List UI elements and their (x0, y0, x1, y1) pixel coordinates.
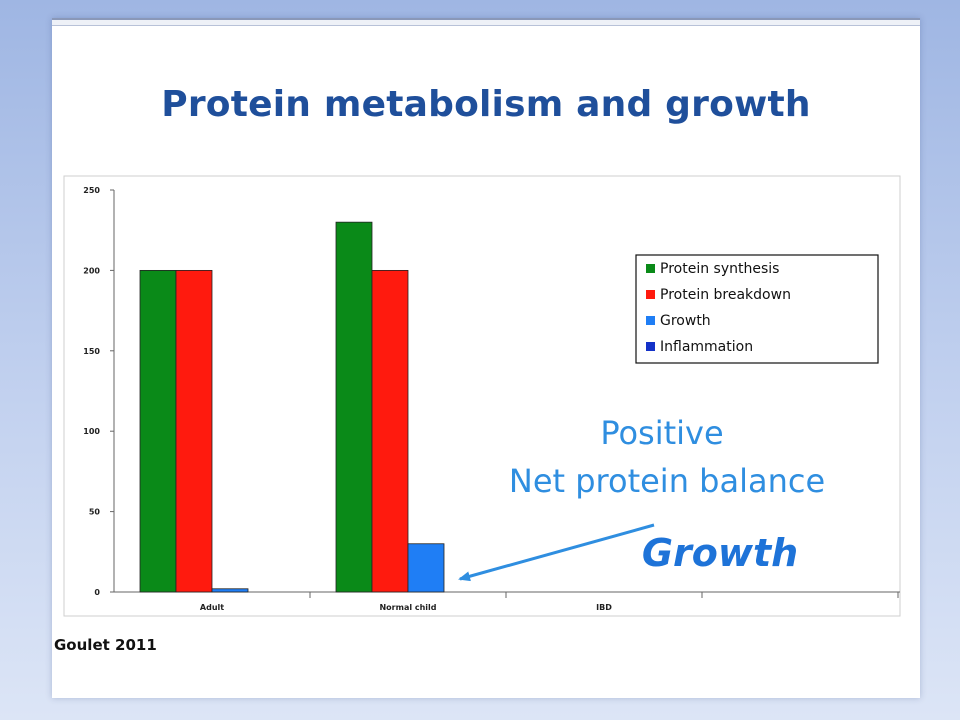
annotation-net-protein-balance: Net protein balance (509, 462, 825, 500)
x-category-label: Adult (200, 603, 224, 612)
legend-swatch (646, 316, 655, 325)
legend-label: Inflammation (660, 339, 753, 355)
legend-label: Protein breakdown (660, 287, 791, 303)
bar-protein-synthesis-normal-child (335, 221, 373, 593)
axes: 0 50 100 150 200 250 Adult Normal child IBD (83, 186, 900, 612)
y-tick-label: 50 (89, 508, 101, 517)
bars (139, 221, 445, 593)
legend-label: Growth (660, 313, 711, 329)
x-category-label: Normal child (379, 603, 436, 612)
annotation-positive: Positive (600, 414, 723, 452)
slide-title: Protein metabolism and growth (161, 84, 811, 125)
legend-box (635, 254, 879, 364)
annotation: Positive Net protein balance Growth (458, 414, 825, 582)
legend-swatch (646, 264, 655, 273)
annotation-arrow (458, 523, 655, 582)
x-category-label: IBD (596, 603, 612, 612)
y-tick-label: 150 (83, 347, 100, 356)
slide: Protein metabolism and growth 0 50 100 150 2… (52, 18, 920, 698)
bar-protein-synthesis-adult (139, 269, 177, 593)
legend-swatch (646, 342, 655, 351)
y-tick-label: 0 (94, 588, 100, 597)
annotation-growth: Growth (642, 531, 798, 575)
source-citation: Goulet 2011 (54, 636, 157, 654)
legend-swatch (646, 290, 655, 299)
y-tick-label: 250 (83, 186, 100, 195)
top-rule (52, 18, 920, 26)
y-tick-label: 100 (83, 427, 100, 436)
bar-growth-adult (211, 588, 249, 593)
legend-label: Protein synthesis (660, 261, 779, 277)
bar-protein-breakdown-normal-child (371, 269, 409, 593)
y-tick-label: 200 (83, 266, 100, 275)
bar-protein-breakdown-adult (175, 269, 213, 593)
legend: Protein synthesis Protein breakdown Growth… (635, 254, 879, 364)
chart: 0 50 100 150 200 250 Adult Normal child IBD Prot… (63, 175, 901, 617)
bar-growth-normal-child (407, 543, 445, 593)
